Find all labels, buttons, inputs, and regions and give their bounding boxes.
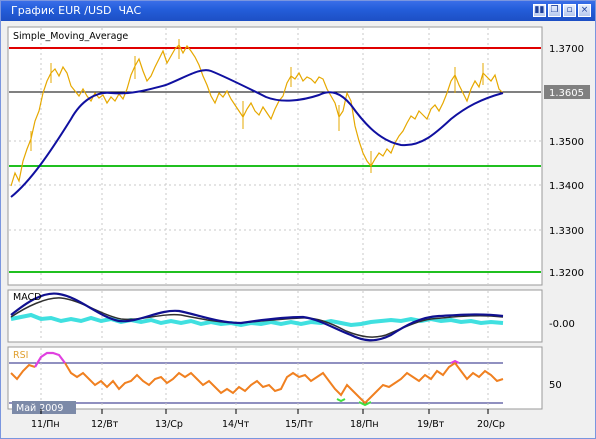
- minimize-button[interactable]: ▫: [563, 4, 576, 17]
- time-label: 15/Пт: [285, 419, 313, 430]
- restore-icon: ❐: [550, 5, 559, 15]
- window-title: График EUR /USD ЧАС: [11, 4, 142, 17]
- time-label: 20/Ср: [477, 419, 505, 430]
- macd-tick: -0.00: [549, 319, 575, 330]
- rsi-tick: 50: [549, 380, 562, 391]
- month-badge: [12, 401, 76, 414]
- time-axis: 11/Пн 12/Вт 13/Ср 14/Чт 15/Пт 18/Пн 19/В…: [31, 409, 505, 430]
- price-tick: 1.3500: [549, 137, 584, 148]
- price-tick: 1.3200: [549, 268, 584, 279]
- restore-button[interactable]: ❐: [548, 4, 561, 17]
- rsi-oversold-segment: [336, 398, 346, 403]
- sma-line: [10, 69, 504, 198]
- chart-canvas[interactable]: 1.3700 1.3500 1.3400 1.3300 1.3200 1.360…: [1, 21, 595, 438]
- price-tick: 1.3300: [549, 226, 584, 237]
- rsi-line: [10, 361, 504, 405]
- indicator-label[interactable]: Simple_Moving_Average: [13, 31, 128, 42]
- rsi-overbought-segment: [450, 359, 460, 364]
- time-label: 11/Пн: [31, 419, 60, 430]
- minimize-icon: ▫: [566, 5, 573, 15]
- rsi-overbought-segment: [34, 351, 66, 368]
- rsi-oversold-segment: [358, 401, 372, 407]
- close-icon: ×: [580, 5, 589, 15]
- time-label: 18/Пн: [350, 419, 379, 430]
- pin-button[interactable]: ▮▮: [533, 4, 546, 17]
- time-label: 13/Ср: [155, 419, 183, 430]
- price-bar-wicks: [30, 39, 484, 173]
- time-label: 12/Вт: [91, 419, 119, 430]
- macd-label[interactable]: MACD: [13, 292, 41, 303]
- current-price-badge: [544, 85, 590, 99]
- time-label: 19/Вт: [417, 419, 445, 430]
- rsi-panel[interactable]: [7, 346, 543, 410]
- rsi-label[interactable]: RSI: [13, 350, 28, 361]
- month-badge-text: Май 2009: [16, 403, 63, 414]
- pin-icon: ▮▮: [534, 5, 545, 15]
- price-tick: 1.3700: [549, 44, 584, 55]
- price-tick: 1.3400: [549, 181, 584, 192]
- close-button[interactable]: ×: [578, 4, 591, 17]
- time-label: 14/Чт: [222, 419, 250, 430]
- macd-main-line: [10, 292, 504, 342]
- title-bar[interactable]: График EUR /USD ЧАС ▮▮ ❐ ▫ ×: [1, 1, 595, 21]
- price-panel[interactable]: [7, 26, 543, 286]
- price-axis: 1.3700 1.3500 1.3400 1.3300 1.3200: [549, 44, 584, 279]
- current-price-value: 1.3605: [549, 88, 584, 99]
